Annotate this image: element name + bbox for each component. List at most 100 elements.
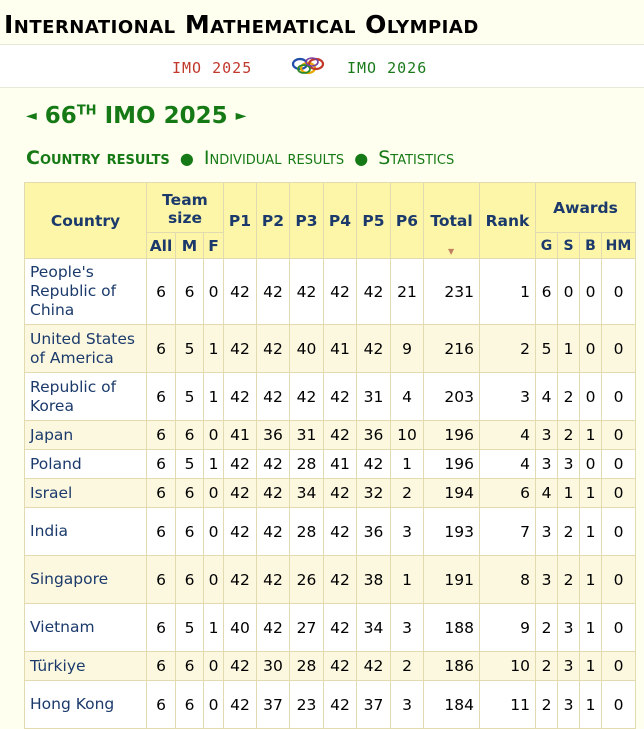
bullet-icon: ● [179,149,194,168]
score-p1: 42 [223,449,257,479]
team-female: 0 [203,555,224,604]
hm-count: 0 [601,258,636,325]
score-p4: 42 [323,478,357,508]
score-p1: 42 [223,507,257,556]
prev-arrow-icon[interactable]: ◄ [26,108,37,124]
score-p3: 42 [289,258,324,325]
score-p5: 36 [356,507,391,556]
header-rank[interactable]: Rank [479,182,536,259]
score-p5: 42 [356,449,391,479]
score-p6: 3 [390,507,424,556]
total-score: 186 [423,651,480,681]
score-p1: 42 [223,258,257,325]
country-link[interactable]: Türkiye [24,651,147,681]
hm-count: 0 [601,449,636,479]
header-team-size: Team size [146,182,224,233]
country-link[interactable]: Republic of Korea [24,372,147,421]
heading-ordinal-suffix: TH [76,103,97,119]
table-row: Poland 6 5 1 42 42 28 41 42 1 196 4 3 3 0 0 [24,449,636,479]
score-p4: 42 [323,651,357,681]
team-all: 6 [146,449,176,479]
header-f[interactable]: F [203,232,224,259]
score-p1: 42 [223,555,257,604]
silver-count: 2 [557,507,580,556]
header-gold[interactable]: G [535,232,558,259]
score-p4: 41 [323,449,357,479]
score-p1: 42 [223,680,257,729]
bullet-icon: ● [354,149,369,168]
team-female: 1 [203,603,224,652]
score-p4: 42 [323,420,357,450]
imo-rings-logo-icon[interactable] [290,55,326,77]
prev-year-link[interactable]: IMO 2025 [172,59,253,77]
header-all[interactable]: All [146,232,176,259]
silver-count: 3 [557,603,580,652]
header-m[interactable]: M [175,232,204,259]
header-hm[interactable]: HM [601,232,636,259]
gold-count: 3 [535,507,558,556]
silver-count: 0 [557,258,580,325]
header-p3[interactable]: P3 [289,182,324,259]
score-p1: 42 [223,651,257,681]
tab-individual-results[interactable]: Individual results [203,147,345,169]
score-p5: 38 [356,555,391,604]
heading-text: IMO 2025 [104,103,228,129]
country-results-table: Country Team size P1 P2 P3 P4 P5 P6 Tota… [24,182,636,729]
header-country[interactable]: Country [24,182,147,259]
gold-count: 2 [535,603,558,652]
header-p6[interactable]: P6 [390,182,424,259]
country-link[interactable]: Israel [24,478,147,508]
country-link[interactable]: India [24,507,147,556]
table-row: Vietnam 6 5 1 40 42 27 42 34 3 188 9 2 3 1 0 [24,603,636,652]
team-all: 6 [146,680,176,729]
country-link[interactable]: Poland [24,449,147,479]
score-p1: 40 [223,603,257,652]
score-p2: 42 [256,603,290,652]
score-p2: 42 [256,372,290,421]
country-link[interactable]: United States of America [24,324,147,373]
table-row: People's Republic of China 6 6 0 42 42 42 42 42 2… [24,258,636,325]
total-score: 191 [423,555,480,604]
country-link[interactable]: Hong Kong [24,680,147,729]
header-p4[interactable]: P4 [323,182,357,259]
team-male: 5 [175,603,204,652]
score-p2: 42 [256,507,290,556]
score-p4: 42 [323,680,357,729]
bronze-count: 1 [579,555,602,604]
header-p5[interactable]: P5 [356,182,391,259]
score-p6: 2 [390,651,424,681]
country-link[interactable]: Japan [24,420,147,450]
bronze-count: 1 [579,680,602,729]
gold-count: 3 [535,555,558,604]
score-p1: 42 [223,324,257,373]
header-p2[interactable]: P2 [256,182,290,259]
next-arrow-icon[interactable]: ► [235,108,247,124]
table-row: Japan 6 6 0 41 36 31 42 36 10 196 4 3 2 1 0 [24,420,636,450]
score-p6: 10 [390,420,424,450]
country-link[interactable]: Singapore [24,555,147,604]
hm-count: 0 [601,680,636,729]
score-p3: 26 [289,555,324,604]
score-p3: 27 [289,603,324,652]
bronze-count: 0 [579,372,602,421]
tab-statistics[interactable]: Statistics [378,147,455,169]
country-link[interactable]: People's Republic of China [24,258,147,325]
header-p1[interactable]: P1 [223,182,257,259]
rank-value: 8 [479,555,536,604]
gold-count: 3 [535,449,558,479]
header-silver[interactable]: S [557,232,580,259]
next-year-link[interactable]: IMO 2026 [347,59,428,77]
results-subnav: Country results ● Individual results ● S… [26,147,454,169]
score-p4: 42 [323,555,357,604]
team-female: 1 [203,449,224,479]
team-male: 6 [175,680,204,729]
bronze-count: 0 [579,258,602,325]
score-p5: 37 [356,680,391,729]
score-p6: 2 [390,478,424,508]
rank-value: 9 [479,603,536,652]
table-row: India 6 6 0 42 42 28 42 36 3 193 7 3 2 1 0 [24,507,636,556]
header-bronze[interactable]: B [579,232,602,259]
header-total[interactable]: Total ▼ [423,182,480,259]
country-link[interactable]: Vietnam [24,603,147,652]
rank-value: 3 [479,372,536,421]
